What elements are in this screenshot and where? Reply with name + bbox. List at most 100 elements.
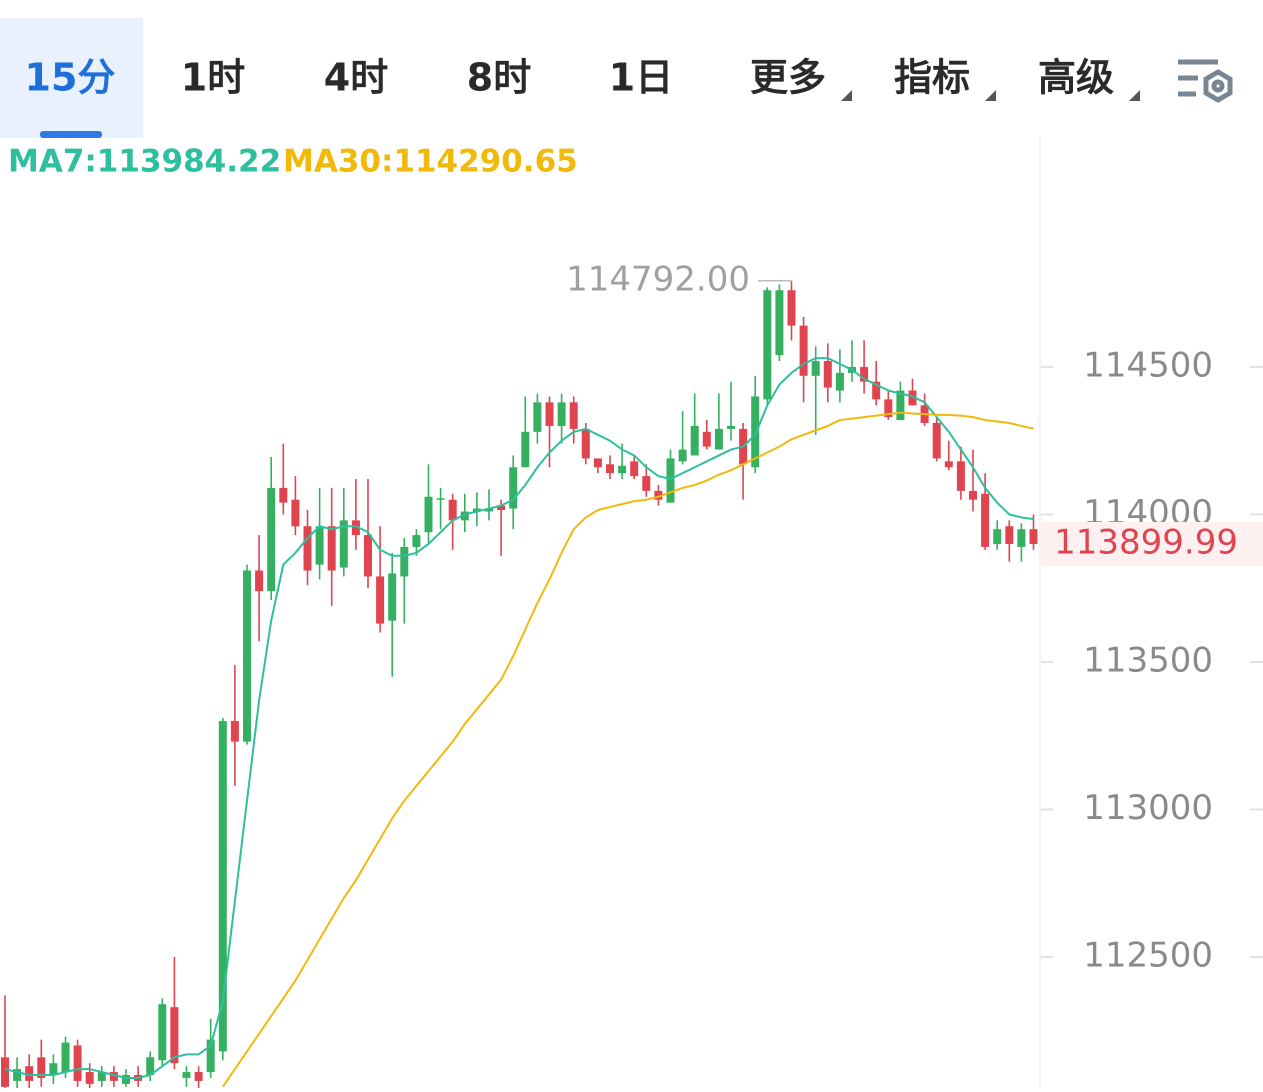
icon-hex bbox=[1203, 69, 1233, 103]
candle-body bbox=[860, 366, 869, 382]
candle-body bbox=[412, 535, 421, 547]
candle-body bbox=[85, 1072, 94, 1084]
candle-body bbox=[424, 496, 433, 533]
candle-body bbox=[109, 1072, 118, 1081]
candle-body bbox=[158, 1004, 167, 1061]
candle-body bbox=[666, 458, 675, 503]
tab[interactable]: 指标 bbox=[894, 56, 970, 100]
legend-entry: MA30:114290.65 bbox=[283, 144, 578, 180]
ma-line bbox=[4, 357, 1034, 1079]
tab[interactable]: 15分 bbox=[25, 56, 116, 100]
candle-body bbox=[279, 487, 288, 503]
candle-body bbox=[25, 1066, 34, 1081]
candle-body bbox=[400, 546, 409, 577]
candle-body bbox=[993, 529, 1002, 544]
candle-body bbox=[255, 570, 264, 592]
tab[interactable]: 1时 bbox=[181, 56, 245, 100]
candle-body bbox=[303, 526, 312, 571]
candle-body bbox=[1, 1057, 9, 1087]
y-tick-label: 113000 bbox=[1083, 788, 1213, 828]
plot-area bbox=[1, 280, 1038, 1088]
annotation-label: 114792.00 bbox=[566, 259, 750, 299]
candle-body bbox=[194, 1072, 203, 1081]
candle-body bbox=[364, 535, 372, 577]
candle-body bbox=[267, 487, 276, 592]
candle-body bbox=[13, 1069, 22, 1081]
candle-body bbox=[956, 461, 965, 491]
candle-body bbox=[376, 576, 385, 624]
candle-body bbox=[835, 372, 844, 391]
candle-body bbox=[37, 1057, 46, 1078]
candle-body bbox=[1005, 526, 1014, 544]
candle-body bbox=[811, 361, 820, 376]
candle-body bbox=[448, 499, 457, 521]
candle-body bbox=[497, 505, 506, 511]
candle-body bbox=[690, 425, 699, 456]
tab[interactable]: 更多 bbox=[750, 56, 826, 100]
y-tick-label: 114500 bbox=[1083, 345, 1213, 385]
candle-body bbox=[339, 520, 348, 568]
active-tab-bg bbox=[0, 18, 143, 138]
candle-body bbox=[678, 449, 687, 462]
candle-body bbox=[243, 570, 251, 742]
candle-body bbox=[823, 361, 832, 388]
candle-body bbox=[122, 1075, 130, 1084]
candle-body bbox=[218, 720, 227, 1052]
candle-body bbox=[944, 461, 953, 468]
candle-body bbox=[654, 490, 663, 500]
candle-body bbox=[908, 390, 917, 406]
candle-body bbox=[327, 526, 336, 571]
candle-body bbox=[775, 290, 784, 356]
candle-body bbox=[49, 1063, 58, 1076]
candle-body bbox=[61, 1042, 70, 1073]
candle-body bbox=[146, 1057, 155, 1076]
dropdown-caret bbox=[985, 90, 996, 101]
candle-body bbox=[170, 1007, 179, 1064]
candle-body bbox=[630, 461, 639, 477]
candle-body bbox=[509, 467, 518, 509]
candle-body bbox=[1029, 529, 1038, 544]
candle-body bbox=[1017, 529, 1026, 547]
candle-body bbox=[485, 508, 493, 512]
tab[interactable]: 4时 bbox=[324, 56, 388, 100]
candle-body bbox=[182, 1072, 191, 1078]
candle-body bbox=[472, 508, 481, 512]
candle-body bbox=[521, 431, 530, 468]
last-price-label: 113899.99 bbox=[1054, 522, 1238, 562]
candle-body bbox=[436, 498, 445, 500]
tab[interactable]: 1日 bbox=[609, 56, 673, 100]
y-tick-label: 112500 bbox=[1083, 936, 1213, 976]
candle-body bbox=[291, 499, 300, 527]
dropdown-caret bbox=[1129, 90, 1140, 101]
candle-body bbox=[206, 1039, 215, 1073]
candle-body bbox=[872, 381, 881, 400]
candle-body bbox=[884, 399, 893, 418]
candle-body bbox=[97, 1072, 106, 1081]
tab[interactable]: 高级 bbox=[1038, 56, 1114, 100]
settings-icon[interactable] bbox=[1178, 59, 1233, 103]
candle-body bbox=[618, 465, 627, 474]
candle-body bbox=[702, 431, 711, 447]
candle-body bbox=[351, 520, 360, 536]
icon-dot bbox=[1211, 79, 1225, 93]
last-price-bg bbox=[1040, 521, 1263, 566]
candle-body bbox=[460, 511, 469, 521]
candle-body bbox=[388, 573, 397, 621]
candle-body bbox=[642, 476, 651, 491]
tab[interactable]: 8时 bbox=[467, 56, 531, 100]
active-tab-indicator bbox=[40, 131, 102, 138]
y-tick-label: 113500 bbox=[1083, 640, 1213, 680]
candle-body bbox=[606, 464, 614, 474]
candle-body bbox=[569, 402, 578, 429]
candle-body bbox=[751, 396, 760, 468]
candle-body bbox=[981, 493, 990, 547]
candle-body bbox=[714, 428, 723, 450]
ma-line bbox=[221, 411, 1034, 1088]
candle-body bbox=[787, 290, 796, 326]
candle-body bbox=[799, 325, 808, 376]
candle-body bbox=[932, 423, 941, 459]
candle-body bbox=[581, 428, 590, 459]
candle-body bbox=[533, 402, 542, 432]
candle-body bbox=[969, 490, 977, 500]
candle-body bbox=[557, 402, 566, 426]
